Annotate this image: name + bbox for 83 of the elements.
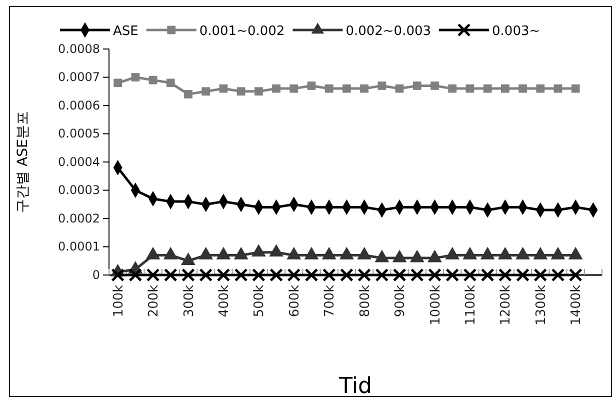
point: [340, 268, 354, 282]
point: [182, 268, 195, 282]
point: [536, 84, 545, 93]
legend-label: 0.003~: [492, 24, 540, 39]
y-tick-label: 0.0003: [58, 183, 100, 198]
x-tick-label: 1200k: [498, 284, 514, 326]
y-tick-label: 0.0005: [58, 126, 100, 141]
point: [166, 78, 175, 88]
point: [307, 82, 316, 90]
point: [202, 87, 210, 96]
point: [272, 84, 280, 93]
point: [304, 268, 318, 282]
point: [498, 268, 512, 282]
point: [324, 84, 334, 93]
point: [254, 87, 263, 96]
x-tick-label: 100k: [111, 284, 126, 318]
point: [128, 268, 142, 282]
x-tick-label: 500k: [252, 284, 268, 318]
point: [290, 84, 298, 93]
point: [342, 84, 351, 93]
point: [483, 84, 492, 93]
y-tick-label: 0.0006: [58, 98, 100, 112]
x-tick-label: 800k: [358, 284, 373, 318]
point: [554, 84, 562, 93]
legend-label: 0.002~0.003: [346, 24, 432, 39]
point: [516, 268, 530, 282]
x-tick-label: 200k: [146, 284, 162, 318]
y-tick-label: 0.0002: [58, 211, 100, 226]
point: [270, 268, 283, 282]
y-axis-title: 구간별 ASE분포: [15, 111, 31, 213]
point: [375, 268, 389, 282]
point: [428, 268, 442, 282]
point: [500, 84, 510, 93]
point: [480, 268, 494, 282]
point: [184, 90, 192, 98]
x-tick-label: 1400k: [569, 284, 584, 326]
point: [571, 84, 580, 93]
point: [287, 268, 301, 282]
point: [164, 268, 178, 282]
point: [219, 84, 228, 93]
legend-label: 0.001~0.002: [199, 24, 285, 39]
point: [234, 268, 248, 282]
x-tick-label: 1000k: [428, 284, 444, 326]
x-tick-label: 700k: [322, 284, 338, 318]
x-tick-label: 400k: [216, 284, 232, 318]
y-tick-label: 0: [92, 268, 100, 282]
point: [534, 268, 548, 282]
point: [463, 268, 477, 282]
x-tick-label: 600k: [287, 284, 302, 318]
point: [199, 268, 213, 282]
point: [360, 84, 368, 93]
point: [322, 268, 336, 282]
point: [131, 73, 140, 82]
point: [466, 84, 474, 93]
point: [395, 84, 404, 93]
y-tick-label: 0.0008: [58, 42, 100, 56]
point: [551, 268, 565, 282]
x-tick-label: 900k: [393, 284, 408, 318]
point: [430, 82, 439, 90]
point: [236, 87, 246, 96]
x-tick-label: 300k: [182, 284, 197, 318]
y-tick-label: 0.0001: [58, 240, 100, 254]
legend-label: ASE: [113, 24, 138, 39]
point: [378, 82, 386, 90]
point: [518, 84, 527, 93]
x-axis-title: Tid: [338, 374, 372, 399]
point: [148, 76, 158, 84]
point: [410, 268, 424, 282]
point: [216, 268, 230, 282]
point: [412, 82, 422, 90]
point: [252, 268, 266, 282]
point: [358, 268, 372, 282]
y-tick-label: 0.0007: [58, 70, 100, 84]
point: [114, 78, 122, 88]
y-tick-label: 0.0004: [58, 154, 100, 169]
x-tick-label: 1300k: [534, 284, 549, 326]
point: [392, 268, 406, 282]
point: [446, 268, 460, 282]
point: [146, 268, 160, 282]
point: [111, 268, 125, 282]
point: [448, 84, 457, 93]
point: [568, 268, 582, 282]
x-tick-label: 1100k: [463, 284, 478, 326]
